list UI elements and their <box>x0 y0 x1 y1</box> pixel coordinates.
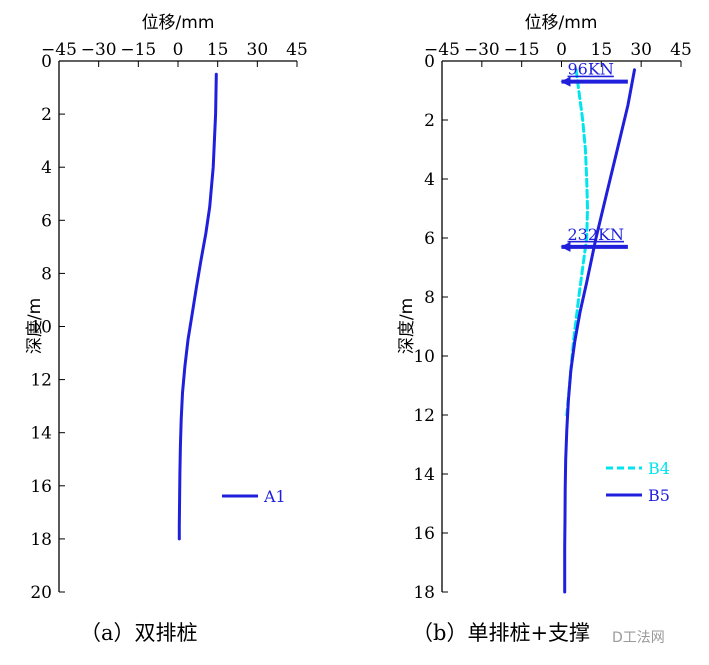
panel-b-force-label: 96KN <box>568 60 614 79</box>
panel-b-x-tick-label: −45 <box>424 40 460 60</box>
panel-a-y-tick-label: 12 <box>30 371 52 391</box>
panel-b-x-axis-title: 位移/mm <box>525 13 598 33</box>
panel-a: −45 −30 −15 0 15 30 45 0 2 4 6 8 10 12 14 16 18 20 位移/mm 深度… <box>25 13 308 645</box>
panel-a-x-tick-label: −30 <box>81 40 117 60</box>
panel-a-y-tick-label: 20 <box>30 583 52 603</box>
panel-a-x-tick-label: 0 <box>173 40 184 60</box>
panel-a-legend-label-a1: A1 <box>263 487 286 506</box>
panel-b-y-tick-label: 6 <box>424 229 435 249</box>
panel-b-y-axis-title: 深度/m <box>397 298 417 354</box>
panel-b-legend-label-b4: B4 <box>648 459 670 478</box>
panel-a-y-tick-label: 0 <box>41 52 52 72</box>
panel-b-y-tick-label: 2 <box>424 111 435 131</box>
panel-a-y-tick-label: 2 <box>41 105 52 125</box>
panel-a-x-tick-label: 15 <box>207 40 229 60</box>
panel-a-caption: （a）双排桩 <box>80 621 198 645</box>
panel-b-caption: （b）单排桩+支撑 <box>412 621 590 645</box>
panel-b-y-tick-label: 18 <box>413 583 435 603</box>
panel-b-series-b5 <box>563 68 636 594</box>
panel-a-x-tick-label: −45 <box>41 40 77 60</box>
panel-a-y-tick-label: 10 <box>30 318 52 338</box>
panel-a-y-axis-title: 深度/m <box>25 298 45 354</box>
panel-b-x-tick-label: 0 <box>556 40 567 60</box>
panel-a-y-tick-label: 18 <box>30 530 52 550</box>
panel-b-x-tick-label: 30 <box>630 40 652 60</box>
panel-b: −45 −30 −15 0 15 30 45 0 2 4 6 8 10 12 14 16 18 位移/mm 深度/m… <box>397 13 692 645</box>
panel-b-x-tick-label: 15 <box>591 40 613 60</box>
panel-b-y-tick-label: 8 <box>424 288 435 308</box>
panel-b-x-tick-label: −15 <box>504 40 540 60</box>
panel-b-y-tick-label: 12 <box>413 406 435 426</box>
panel-b-x-tick-label: −30 <box>464 40 500 60</box>
panel-b-y-tick-label: 0 <box>424 52 435 72</box>
panel-a-x-axis-title: 位移/mm <box>142 13 215 33</box>
panel-a-series-a1 <box>177 72 218 541</box>
panel-b-y-tick-label: 4 <box>424 170 435 190</box>
panel-a-x-tick-label: −15 <box>120 40 156 60</box>
panel-b-legend-label-b5: B5 <box>648 486 670 505</box>
panel-a-x-tick-label: 30 <box>247 40 269 60</box>
panel-b-y-tick-label: 10 <box>413 347 435 367</box>
panel-b-y-tick-label: 14 <box>413 465 435 485</box>
panel-a-y-tick-label: 4 <box>41 158 52 178</box>
panel-a-x-tick-label: 45 <box>286 40 308 60</box>
panel-a-y-tick-label: 8 <box>41 264 52 284</box>
panel-b-y-tick-label: 16 <box>413 524 435 544</box>
watermark: D工法网 <box>612 630 665 646</box>
panel-a-y-tick-label: 16 <box>30 477 52 497</box>
panel-b-x-tick-label: 45 <box>670 40 692 60</box>
panel-b-force-label: 232KN <box>568 225 625 244</box>
panel-a-y-tick-label: 14 <box>30 424 52 444</box>
panel-a-y-tick-label: 6 <box>41 211 52 231</box>
